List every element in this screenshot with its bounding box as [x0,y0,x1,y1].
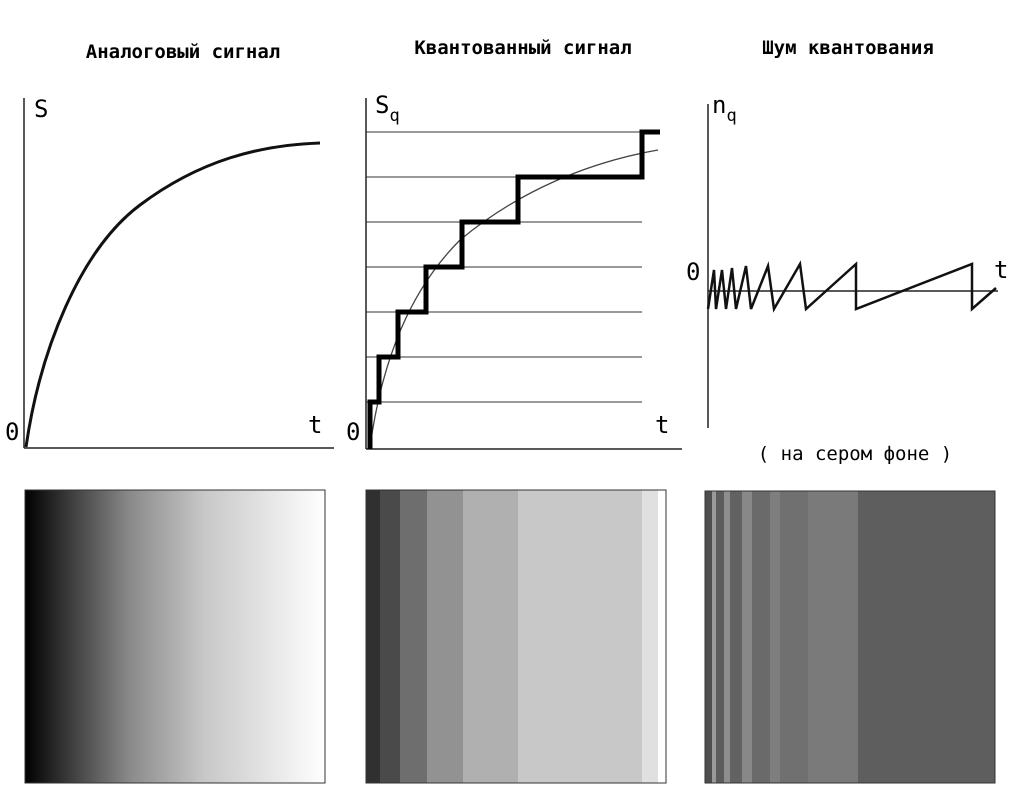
analog-signal-curve [24,141,321,448]
noise-swatch-band [705,491,712,783]
analog-gradient-swatch [24,489,326,784]
quantized-swatch-band [463,490,518,783]
analog-x-label: t [308,411,322,439]
quantized-swatch [366,490,666,783]
noise-origin-label: 0 [686,258,700,286]
noise-swatch-band [770,491,780,783]
quantized-y-label: Sq [375,91,400,126]
noise-swatch-band [730,491,742,783]
noise-swatch-border [704,490,996,784]
quantized-plot: Sq t 0 [346,91,682,450]
analog-plot: S t 0 [5,95,334,449]
quantized-origin-label: 0 [346,418,360,446]
analog-origin-label: 0 [5,418,19,446]
quantized-swatch-band [380,490,400,783]
quantized-staircase [367,129,660,449]
noise-swatch-band [742,491,752,783]
quantized-swatch-band [366,490,380,783]
noise-swatch-band [716,491,724,783]
noise-y-label: nq [712,91,737,126]
quantized-swatch-band [400,490,427,783]
noise-swatch-band [724,491,730,783]
noise-caption: ( на сером фоне ) [758,443,952,465]
noise-swatch-band [858,491,995,783]
noise-plot: nq t 0 ( на сером фоне ) [686,91,1008,465]
quantization-levels [366,131,642,403]
quantized-swatch-border [365,489,667,784]
analog-y-label: S [34,95,48,123]
noise-sawtooth [706,260,997,313]
quantized-swatch-band [427,490,463,783]
noise-swatch-band [712,491,716,783]
noise-swatch-band [808,491,858,783]
quantized-swatch-band [518,490,642,783]
quantized-swatch-band [658,490,666,783]
noise-title: Шум квантования [762,37,934,59]
quantized-swatch-band [642,490,658,783]
quantized-x-label: t [655,411,669,439]
analog-title: Аналоговый сигнал [86,41,280,63]
noise-swatch-band [780,491,808,783]
noise-swatch-band [752,491,770,783]
noise-x-label: t [994,256,1008,284]
noise-swatch [705,491,995,783]
quantized-title: Квантованный сигнал [414,37,631,59]
